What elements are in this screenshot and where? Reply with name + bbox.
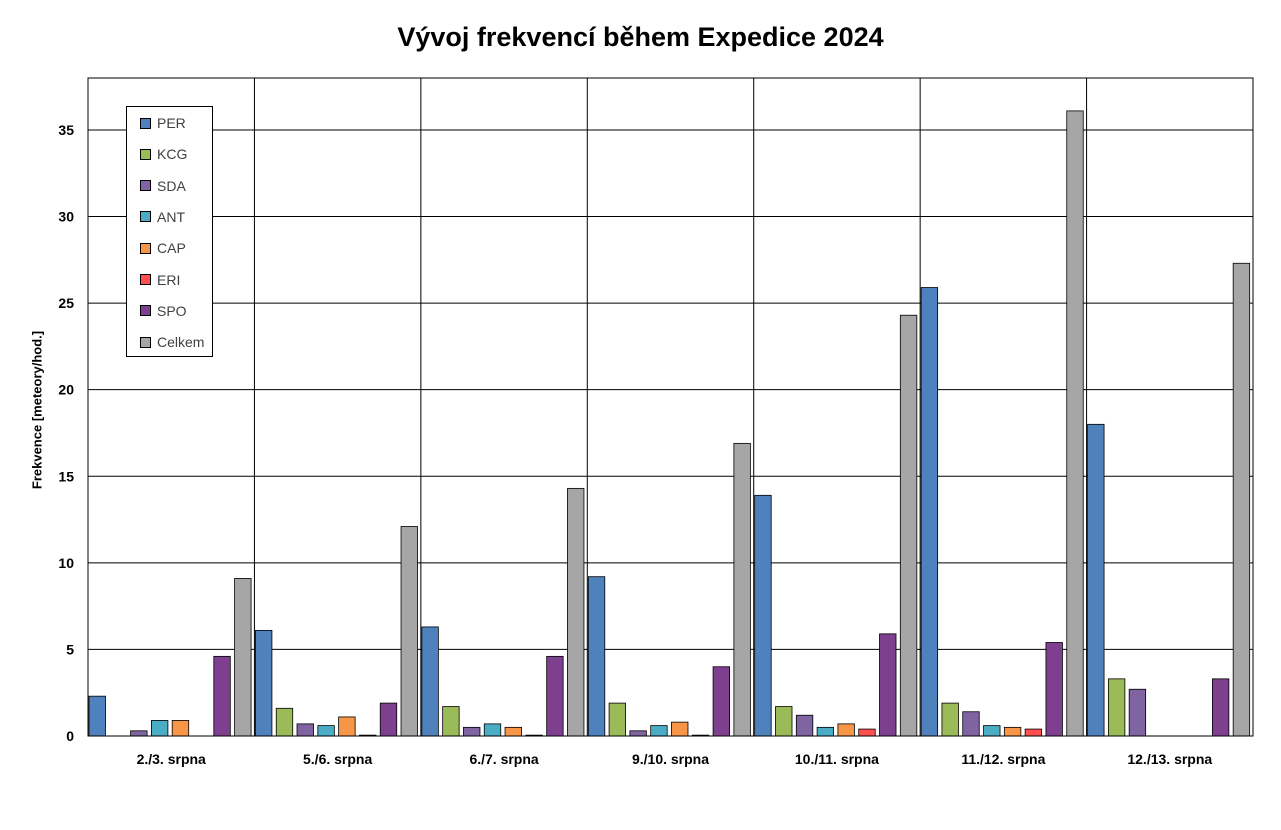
x-tick-label: 2./3. srpna [137,751,206,767]
legend-label: ERI [157,271,181,288]
y-tick-label: 35 [58,122,74,138]
bar-spo [712,666,730,737]
bar-sda [629,730,647,737]
legend-label: SPO [157,302,187,319]
legend-item-celkem: Celkem [140,334,204,350]
y-tick-label: 25 [58,295,74,311]
legend-item-ant: ANT [140,209,185,225]
bar-cap [171,720,190,737]
bar-ant [816,726,835,737]
bar-kcg [941,702,959,737]
legend-item-sda: SDA [140,178,186,194]
bar-sda [463,726,481,737]
bar-kcg [608,702,626,737]
bar-celkem [1066,110,1084,737]
legend-swatch [140,336,151,348]
bar-kcg [275,707,294,737]
legend-item-cap: CAP [140,240,186,256]
bar-ant [483,723,502,737]
bar-kcg [1107,678,1126,737]
bar-celkem [567,487,585,737]
bar-sda [1128,688,1147,737]
bar-spo [379,702,398,737]
bar-celkem [733,442,751,737]
bar-sda [795,714,814,737]
legend-swatch [140,148,151,160]
y-tick-label: 15 [58,468,74,484]
bar-ant [983,725,1001,737]
x-tick-label: 5./6. srpna [303,751,372,767]
bar-spo [1045,642,1063,737]
bar-ant [150,720,169,737]
legend-swatch [140,180,151,192]
bar-per [920,287,939,737]
legend-label: KCG [157,146,188,163]
legend-swatch [140,117,151,129]
bar-ant [650,725,668,737]
bar-per [88,695,106,737]
y-tick-label: 0 [66,728,74,744]
bar-eri [858,728,876,737]
bar-celkem [899,314,918,737]
legend-label: SDA [157,177,186,194]
y-tick-label: 30 [58,209,74,225]
bar-per [421,626,439,737]
grid-lines [88,78,1253,736]
chart-title: Vývoj frekvencí během Expedice 2024 [397,22,884,52]
bar-celkem [400,526,418,737]
bar-cap [504,726,522,737]
bar-kcg [775,706,793,737]
bar-spo [213,655,231,737]
x-tick-label: 10./11. srpna [795,751,879,767]
bar-eri [1024,728,1043,737]
bar-spo [546,655,564,737]
plot-area [87,77,1254,737]
legend-swatch [140,274,151,285]
bar-spo [879,633,897,737]
bar-celkem [1232,262,1251,737]
bar-sda [962,711,980,737]
bar-sda [296,723,314,737]
bar-cap [837,723,855,737]
bars [88,110,1251,737]
bar-kcg [442,706,460,737]
legend-item-eri: ERI [140,272,180,288]
y-tick-label: 5 [66,641,74,657]
bar-cap [1003,726,1022,737]
x-tick-label: 6./7. srpna [469,751,538,767]
bar-cap [671,721,689,737]
y-tick-label: 10 [58,555,74,571]
bar-per [587,576,606,737]
legend-swatch [140,211,151,223]
legend-label: ANT [157,208,185,225]
x-tick-label: 11./12. srpna [961,751,1045,767]
axes: 0 5 10 15 20 25 30 35 2./3. srpna 5./6. srpna 6./7… [58,77,1254,767]
bar-per [255,629,273,737]
legend-item-kcg: KCG [140,146,187,162]
bar-celkem [234,578,252,737]
bar-spo [1211,678,1230,737]
legend-label: CAP [157,240,186,257]
bar-ant [317,725,335,737]
legend-item-spo: SPO [140,303,187,319]
x-tick-label: 12./13. srpna [1127,751,1212,767]
legend-swatch [140,242,151,254]
bar-sda [130,730,148,737]
legend-label: PER [157,115,186,131]
bar-cap [338,716,356,737]
legend-label: Celkem [157,334,205,351]
legend-item-per: PER [140,115,186,131]
legend-swatch [140,305,151,317]
bar-per [1087,423,1105,737]
x-tick-label: 9./10. srpna [632,751,709,767]
bar-per [754,494,772,737]
y-tick-label: 20 [58,382,74,398]
legend: PER KCG SDA ANT CAP ERI SPO Celkem [126,106,213,357]
